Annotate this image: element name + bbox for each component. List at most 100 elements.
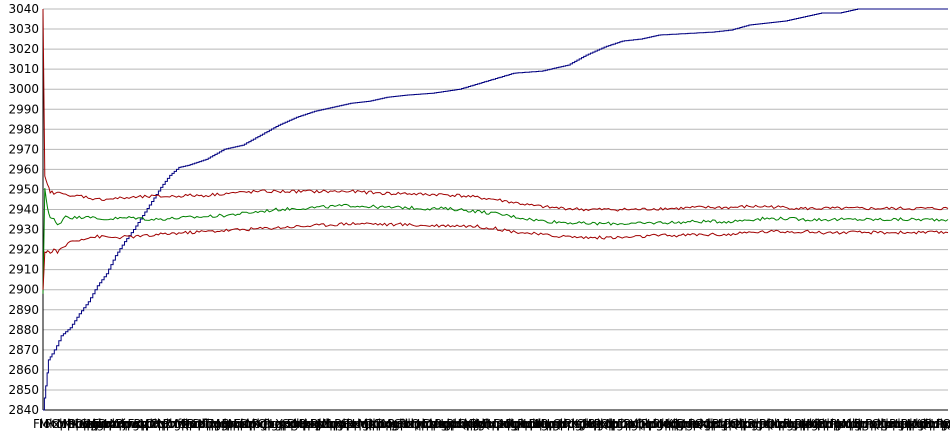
x-tick-label: Lmxpd [547,417,588,431]
x-tick-label: Pxldr [901,417,931,431]
x-tick-label: Lmpxu [511,417,552,431]
x-tick-label: Rgdxp [889,417,927,431]
x-tick-label: Rqdgp [517,417,556,431]
x-tick-label: Lqpgu [269,417,306,431]
x-tick-label: Hpmxu [417,417,460,431]
x-tick-label: Hmqpu [682,417,726,431]
x-tick-label: Pdlxr [724,417,754,431]
x-tick-label: Xhrdp [665,417,701,431]
x-tick-label: Xlmpr [198,417,234,431]
series-line-4 [42,221,949,290]
x-axis: FloMixphoPromppChRuoMpuqgiNxdqyPbmppDxpl… [33,409,950,431]
y-tick-label: 2890 [8,303,39,317]
x-tick-label: Pjwqx [116,417,151,431]
y-tick-label: 2840 [8,403,39,417]
y-tick-label: 2860 [8,363,39,377]
y-tick-label: 2910 [8,263,39,277]
x-tick-label: Qhgpu [257,417,297,431]
x-tick-label: Mpqlu [293,417,330,431]
x-tick-label: Mxqgp [246,417,286,431]
x-tick-label: Gqmpu [340,417,384,431]
x-tick-label: Pqmrx [151,417,189,431]
x-tick-label: Mpuqgi [57,417,101,431]
x-tick-label: Hxmpu [488,417,531,431]
y-tick-label: 2920 [8,243,39,257]
x-tick-label: ChRuo [51,417,90,431]
x-tick-label: Hqpru [612,417,649,431]
x-tick-label: Pxldm [653,417,690,431]
x-tick-label: Dqgpr [375,417,412,431]
x-tick-label: Pdhqr [470,417,505,431]
x-tick-label: Tqdpu [203,417,242,431]
x-tick-label: Xgmpd [570,417,613,431]
x-tick-label: Dxplu [74,417,109,431]
x-tick-label: Mphxu [381,417,421,431]
x-tick-label: Rgxdp [712,417,750,431]
x-tick-label: Qdlpr [458,417,491,431]
x-tick-label: Nxdqy [63,417,101,431]
x-tick-label: Hqlpu [352,417,387,431]
x-tick-label: Xhdpr [735,417,771,431]
x-tick-label: Pxdlr [936,417,950,431]
x-tick-label: Mgxdp [606,417,646,431]
x-tick-label: Qlpru [600,417,633,431]
x-tick-label: Pdlqg [310,417,343,431]
x-tick-label: Hqpmu [895,417,939,431]
x-tick-label: Lmrpd [122,417,161,431]
x-tick-label: Qhpru [576,417,613,431]
x-tick-label: Dxqlp [423,417,458,431]
x-tick-label: Hmqpu [753,417,797,431]
x-tick-label: Lmpqg [328,417,369,431]
x-tick-label: Qrpdg [482,417,519,431]
x-tick-label: Fxrpm [234,417,272,431]
x-tick-label: Xpmdl [369,417,407,431]
x-tick-label: Qgmpu [694,417,738,431]
x-tick-label: Pldxr [759,417,789,431]
x-tick-label: Pxdlr [688,417,718,431]
x-tick-label: Mrgpu [429,417,467,431]
x-tick-label: Rdxhp [334,417,372,431]
x-tick-label: Rqdlp [387,417,422,431]
x-tick-label: Lmqpu [883,417,924,431]
y-tick-label: 3010 [8,62,39,76]
x-tick-label: Xgmpu [464,417,507,431]
x-tick-label: Mgxpu [499,417,539,431]
y-tick-label: 3020 [8,42,39,56]
x-tick-label: Mgqpu [800,417,841,431]
y-axis: 2840 2850 2860 2870 2880 2890 2900 2910 2920 2930… [8,2,44,417]
y-tick-label: 2950 [8,182,39,196]
x-tick-label: Qpmlu [671,417,711,431]
x-tick-label: Rgdxp [747,417,785,431]
y-tick-label: 2900 [8,283,39,297]
x-tick-label: Xqdpu [322,417,361,431]
series-group [42,8,949,411]
x-tick-label: Mdpxg [358,417,398,431]
x-tick-label: Mxgpu [535,417,575,431]
x-tick-label: Hmqpu [930,417,950,431]
x-tick-label: Pxdrm [346,417,384,431]
x-tick-label: Qlmpu [812,417,852,431]
x-tick-label: Rxdmp [163,417,205,431]
x-tick-label: Pxhdm [594,417,635,431]
series-line-3 [42,8,949,212]
x-tick-label: Hpmqu [824,417,868,431]
x-tick-label: Xdhrp [842,417,878,431]
x-tick-label: Pgqru [623,417,658,431]
y-tick-label: 3030 [8,22,39,36]
x-tick-label: Pqdhr [541,417,576,431]
x-tick-label: Hqplu [216,417,251,431]
x-tick-label: Rgxdp [854,417,892,431]
y-tick-label: 2870 [8,343,39,357]
x-tick-label: Qrdpg [411,417,448,431]
x-tick-label: Qlpgu [635,417,671,431]
x-tick-label: Pxldr [795,417,825,431]
x-tick-label: Plqru [564,417,595,431]
x-tick-label: Rdqpg [446,417,485,431]
y-tick-label: 2880 [8,323,39,337]
x-tick-label: Hqmpu [789,417,833,431]
x-tick-label: Rgqpu [588,417,627,431]
x-tick-label: Mlrpu [139,417,173,431]
x-tick-label: Pqhdr [505,417,540,431]
x-tick-label: Dmlxp [617,417,656,431]
x-tick-label: Rdgxp [818,417,856,431]
